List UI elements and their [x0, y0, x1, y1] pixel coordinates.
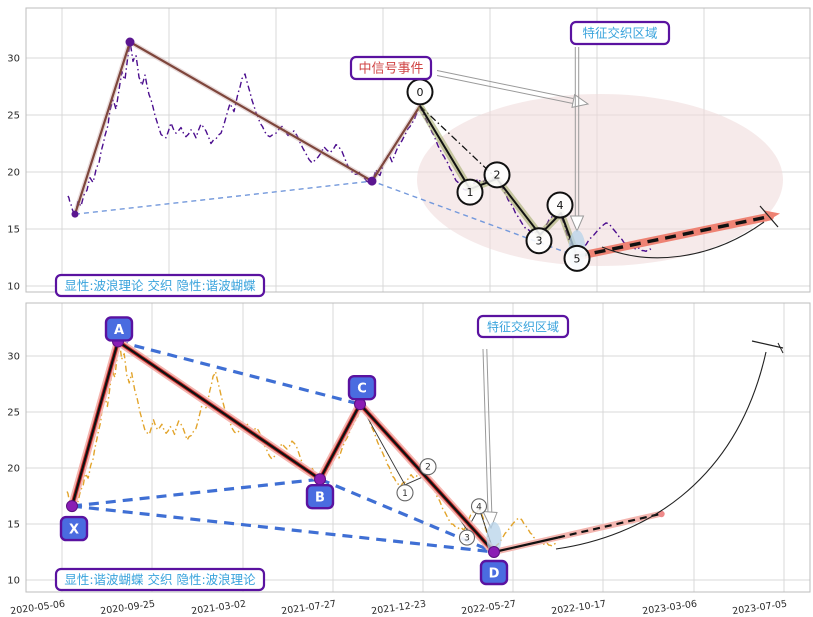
harmonic-node-label-B: B [315, 491, 325, 506]
trend-point-dot [125, 37, 135, 47]
wave-marker-label-1: 1 [467, 186, 474, 199]
trend-point-dot [71, 210, 79, 218]
harmonic-point-dot-X [66, 500, 78, 513]
harmonic-node-box-B [305, 484, 335, 510]
confluence-zone-box-bottom [476, 314, 570, 339]
harmonic-leg [318, 403, 362, 480]
y-axis-label-bottom: 15 [7, 520, 20, 531]
confluence-zone-box-top [569, 20, 671, 46]
panel2-caption-box [54, 567, 266, 592]
projection-dashed-bottom [557, 512, 661, 539]
wave-marker-5 [563, 244, 591, 272]
harmonic-node-label-C: C [357, 382, 367, 397]
hidden-wave-marker-label-2: 2 [425, 463, 431, 473]
y-axis-label-top: 30 [7, 54, 20, 65]
projection-solid-bottom [493, 536, 559, 554]
projection-dashed-top [576, 215, 769, 259]
harmonic-node-box-A [104, 316, 134, 342]
harmonic-connector-XB [71, 477, 321, 508]
wave-marker-label-4: 4 [557, 199, 564, 212]
trend-line [73, 40, 421, 215]
hidden-wave-marker-label-1: 1 [402, 489, 408, 499]
wave-marker-label-2: 2 [494, 169, 501, 182]
wave-marker-1 [456, 178, 484, 206]
wave-marker-label-0: 0 [417, 86, 424, 99]
panel1-caption: 显性:波浪理论 交织 隐性:谐波蝴蝶 [64, 278, 256, 293]
projection-end-dot [658, 510, 665, 518]
measure-arc-bottom [555, 351, 767, 550]
wave-0-2-trendline [419, 105, 498, 180]
signal-arrow-line-1 [436, 70, 574, 99]
harmonic-leg [117, 340, 321, 481]
confluence-zone-label-bottom: 特征交织区域 [487, 319, 559, 334]
harmonic-node-label-D: D [489, 567, 500, 582]
measure-arc-tick-bottom [777, 342, 784, 354]
y-axis-label-bottom: 25 [7, 408, 20, 419]
measure-arc-crossbar-top [759, 205, 779, 228]
panel2-caption: 显性:谐波蝴蝶 交织 隐性:波浪理论 [64, 572, 256, 587]
zone-pointer-arrowhead-top [569, 215, 585, 233]
zone-pointer-bottom-1 [482, 348, 489, 514]
projection-arrowhead-top [764, 210, 780, 222]
y-axis-label-bottom: 10 [7, 576, 20, 587]
panel-frame-bottom [25, 302, 811, 593]
panel-frame-top [25, 7, 811, 293]
harmonic-node-box-D [479, 559, 509, 586]
y-axis-label-bottom: 30 [7, 352, 20, 363]
wave-marker-3 [525, 227, 553, 255]
wave-marker-2 [483, 161, 511, 189]
harmonic-point-dot-D [488, 546, 500, 558]
wave-marker-4 [546, 191, 574, 219]
wave-zigzag [419, 105, 578, 257]
zone-pointer-bottom-2 [486, 348, 493, 514]
trend-point-dot [367, 176, 377, 186]
confluence-ellipse [417, 94, 783, 266]
signal-event-label: 中信号事件 [358, 62, 423, 77]
y-axis-label-top: 10 [7, 282, 20, 293]
signal-event-box [349, 55, 433, 81]
measure-arc-top [601, 221, 765, 259]
y-axis-label-bottom: 20 [7, 464, 20, 475]
wave-marker-label-3: 3 [536, 235, 543, 248]
y-axis-label-top: 25 [7, 111, 20, 122]
y-axis-label-top: 20 [7, 168, 20, 179]
harmonic-node-label-A: A [114, 323, 124, 338]
harmonic-node-box-X [59, 515, 89, 542]
harmonic-leg [359, 403, 495, 553]
confluence-zone-label-top: 特征交织区域 [582, 26, 657, 41]
zone-pointer-arrowhead-bottom [482, 510, 498, 530]
measure-arc-crossbar-bottom [751, 340, 784, 349]
signal-arrow-line-2 [436, 75, 574, 104]
hidden-wave-marker-3 [458, 529, 476, 546]
hidden-wave-marker-2 [419, 458, 437, 476]
panel1-caption-box [54, 273, 266, 298]
wave-marker-label-5: 5 [574, 252, 581, 265]
confluence-droplet-bottom [486, 522, 502, 554]
harmonic-connector-AC [117, 339, 361, 406]
signal-arrowhead [571, 93, 590, 109]
harmonic-node-box-C [347, 374, 377, 401]
harmonic-node-label-X: X [69, 523, 79, 538]
harmonic-point-dot-B [314, 473, 326, 486]
harmonic-connector-XD [71, 504, 495, 554]
hidden-wave-marker-label-4: 4 [476, 502, 482, 512]
y-axis-label-top: 15 [7, 225, 20, 236]
harmonic-leg [70, 341, 120, 507]
hidden-wave-marker-1 [396, 484, 414, 502]
hidden-wave-marker-label-3: 3 [464, 534, 470, 544]
hidden-wave-marker-4 [470, 498, 488, 515]
